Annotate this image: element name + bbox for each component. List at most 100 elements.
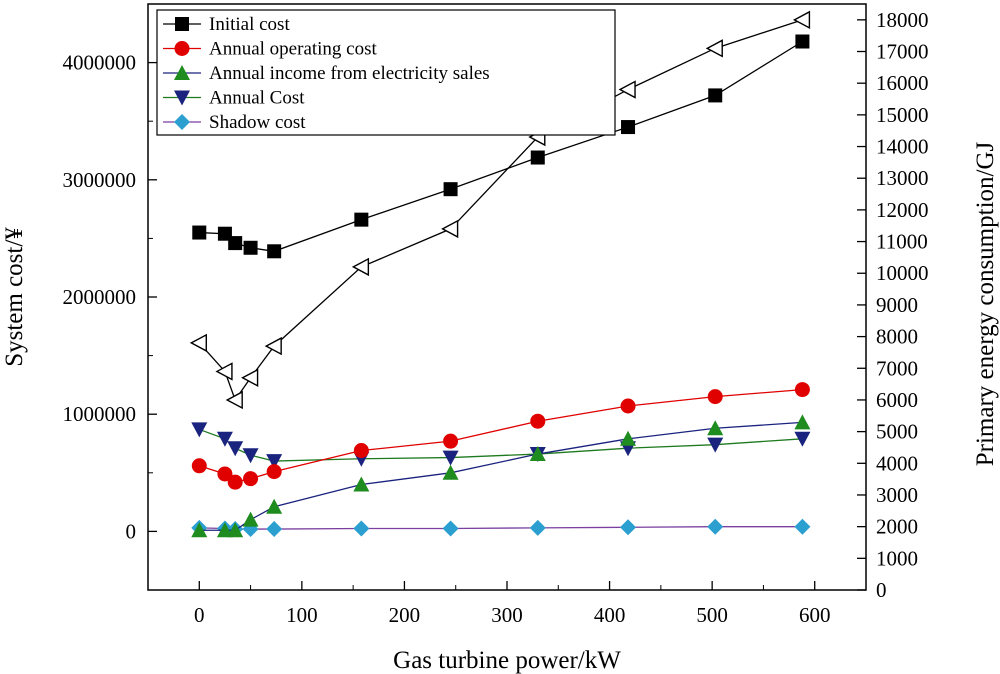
data-point bbox=[191, 422, 208, 438]
data-point bbox=[794, 382, 810, 398]
y-right-tick-label: 1000 bbox=[876, 546, 918, 570]
series-annual-income-from-electricity-sales bbox=[191, 414, 811, 538]
x-tick-label: 100 bbox=[286, 603, 318, 627]
data-point bbox=[216, 431, 233, 447]
data-point bbox=[353, 476, 370, 492]
y-right-tick-label: 13000 bbox=[876, 166, 929, 190]
data-point bbox=[174, 114, 190, 130]
y-right-tick-label: 8000 bbox=[876, 325, 918, 349]
data-point bbox=[227, 474, 243, 490]
data-point bbox=[243, 240, 258, 255]
y-left-tick-label: 0 bbox=[126, 519, 137, 543]
data-point bbox=[621, 120, 636, 135]
ticks: 0 100 200 300 400 500 600010000002000000300000… bbox=[63, 3, 929, 627]
data-point bbox=[354, 212, 369, 227]
data-point bbox=[266, 464, 282, 480]
x-axis-title: Gas turbine power/kW bbox=[393, 647, 621, 674]
data-point bbox=[620, 398, 636, 414]
legend-label: Shadow cost bbox=[209, 112, 306, 133]
series-annual-cost bbox=[191, 422, 811, 470]
y-left-tick-label: 1000000 bbox=[63, 402, 137, 426]
data-point bbox=[443, 433, 459, 449]
data-point bbox=[442, 450, 459, 466]
data-point bbox=[441, 219, 459, 239]
data-point bbox=[266, 498, 283, 514]
series-primary-energy-consumption bbox=[189, 10, 811, 410]
data-point bbox=[227, 441, 244, 457]
data-point bbox=[707, 420, 724, 436]
data-point bbox=[792, 10, 811, 30]
x-tick-label: 300 bbox=[491, 603, 523, 627]
y-right-tick-label: 6000 bbox=[876, 388, 918, 412]
data-point bbox=[443, 182, 458, 197]
series-layer bbox=[189, 10, 811, 538]
series-annual-operating-cost bbox=[191, 382, 810, 490]
y-right-tick-label: 18000 bbox=[876, 8, 929, 32]
data-point bbox=[705, 39, 723, 58]
y-right-tick-label: 3000 bbox=[876, 483, 918, 507]
data-point bbox=[620, 519, 637, 536]
data-point bbox=[217, 466, 233, 482]
y-left-tick-label: 2000000 bbox=[63, 285, 137, 309]
data-point bbox=[707, 437, 724, 453]
data-point bbox=[192, 225, 207, 240]
y-right-tick-label: 14000 bbox=[876, 135, 929, 159]
legend: Initial cost Annual operating cost Annual … bbox=[156, 9, 616, 136]
data-point bbox=[530, 150, 545, 165]
data-point bbox=[353, 443, 369, 459]
data-point bbox=[225, 390, 243, 410]
data-point bbox=[795, 34, 810, 49]
data-point bbox=[794, 518, 811, 535]
series-initial-cost bbox=[192, 34, 810, 259]
legend-label: Annual Cost bbox=[209, 88, 305, 109]
data-point bbox=[242, 511, 259, 527]
data-point bbox=[529, 519, 546, 536]
data-point bbox=[174, 90, 190, 106]
y-axis-right-title: Primary energy consumption/GJ bbox=[972, 141, 999, 466]
y-right-tick-label: 7000 bbox=[876, 356, 918, 380]
y-left-tick-label: 3000000 bbox=[63, 168, 137, 192]
legend-frame bbox=[156, 9, 616, 136]
legend-label: Initial cost bbox=[209, 14, 290, 35]
data-point bbox=[353, 520, 370, 537]
data-point bbox=[794, 414, 811, 430]
data-point bbox=[707, 518, 724, 535]
data-point bbox=[708, 88, 723, 103]
y-right-tick-label: 5000 bbox=[876, 420, 918, 444]
data-point bbox=[266, 521, 283, 538]
y-right-tick-label: 12000 bbox=[876, 198, 929, 222]
y-right-tick-label: 9000 bbox=[876, 293, 918, 317]
data-point bbox=[529, 446, 546, 462]
data-point bbox=[530, 413, 546, 429]
data-point bbox=[442, 520, 459, 537]
y-right-tick-label: 17000 bbox=[876, 40, 929, 64]
data-point bbox=[243, 471, 259, 487]
y-right-tick-label: 15000 bbox=[876, 103, 929, 127]
x-tick-label: 400 bbox=[594, 603, 626, 627]
x-tick-label: 500 bbox=[696, 603, 728, 627]
data-point bbox=[189, 333, 207, 353]
series-shadow-cost bbox=[191, 518, 811, 538]
data-point bbox=[227, 522, 244, 538]
x-tick-label: 600 bbox=[799, 603, 831, 627]
y-right-tick-label: 2000 bbox=[876, 515, 918, 539]
data-point bbox=[174, 41, 190, 56]
x-tick-label: 200 bbox=[389, 603, 421, 627]
data-point bbox=[794, 431, 811, 447]
x-tick-label: 0 bbox=[194, 603, 205, 627]
y-right-tick-label: 4000 bbox=[876, 451, 918, 475]
data-point bbox=[620, 430, 637, 446]
y-left-tick-label: 4000000 bbox=[63, 51, 137, 75]
y-right-tick-label: 16000 bbox=[876, 71, 929, 95]
data-point bbox=[228, 236, 243, 251]
data-point bbox=[351, 257, 370, 277]
data-point bbox=[707, 389, 723, 405]
y-right-tick-label: 11000 bbox=[876, 230, 928, 254]
data-point bbox=[264, 336, 282, 356]
data-point bbox=[266, 454, 283, 470]
y-right-tick-label: 10000 bbox=[876, 261, 929, 285]
y-right-tick-label: 0 bbox=[876, 578, 887, 602]
data-point bbox=[241, 368, 259, 387]
data-point bbox=[216, 522, 233, 538]
